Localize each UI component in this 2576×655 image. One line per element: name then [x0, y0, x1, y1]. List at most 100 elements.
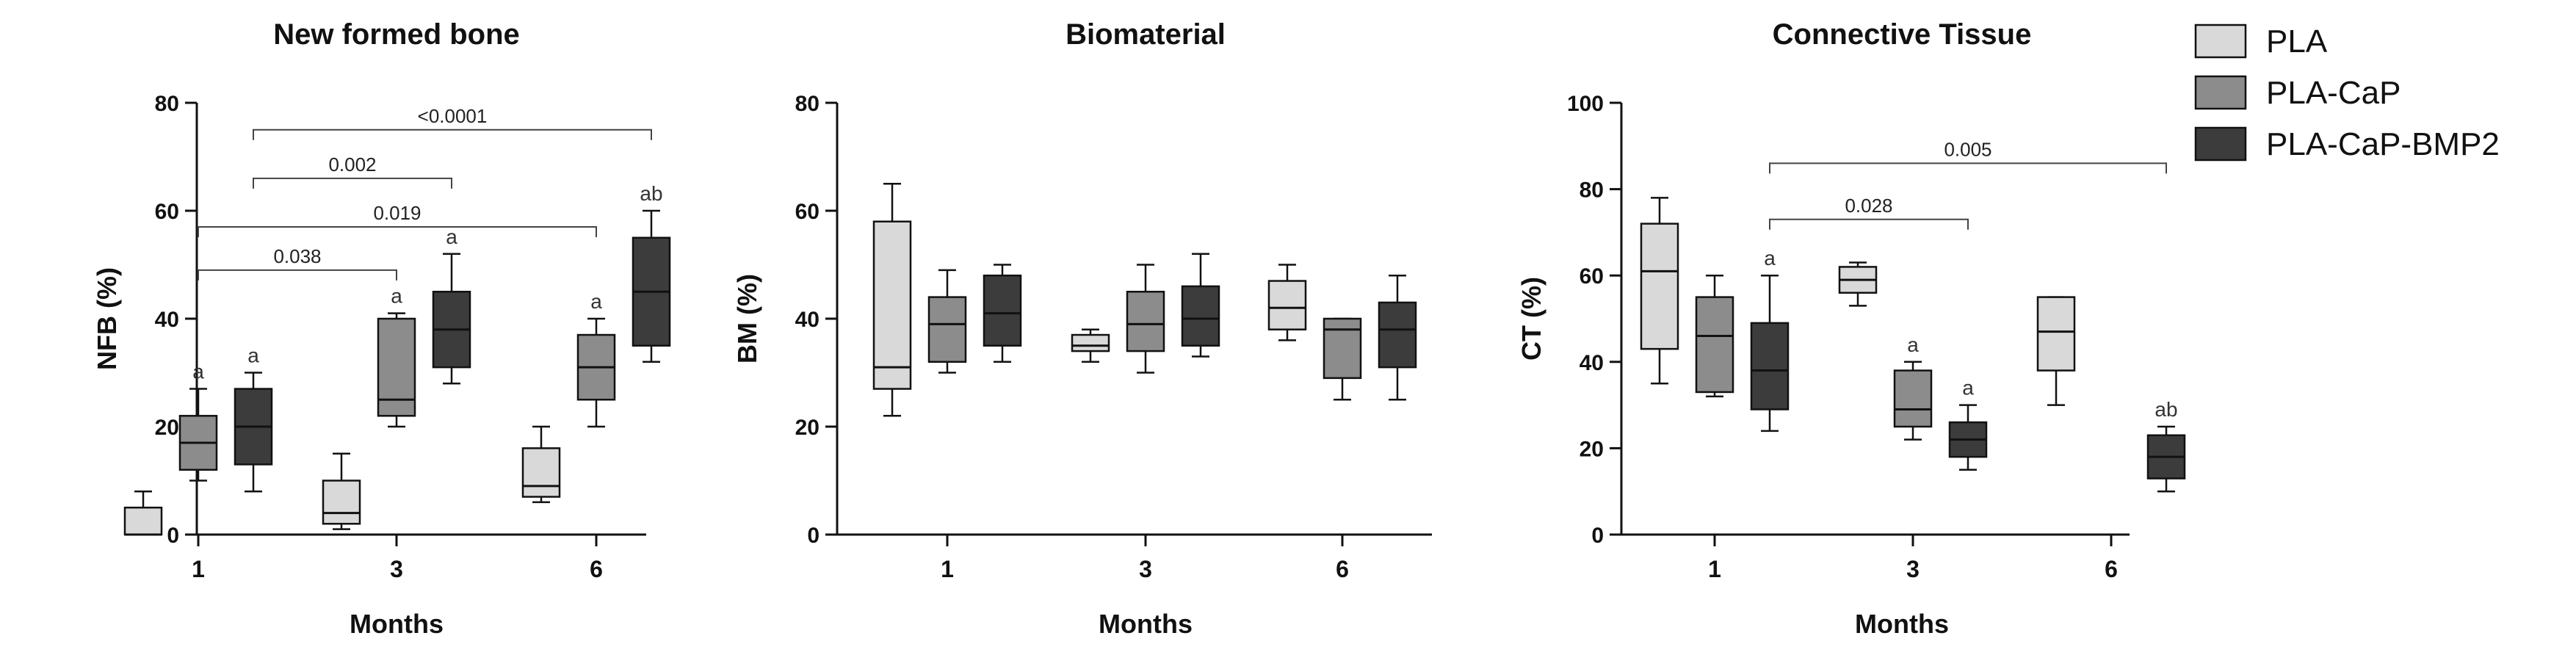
x-tick-label: 3 [390, 556, 403, 582]
box-pla-cap-bmp2-1 [1750, 274, 1790, 433]
box-pla-cap-bmp2-1 [234, 372, 273, 493]
box-pla-cap-bmp2-3 [432, 253, 471, 385]
y-tick-label: 40 [1580, 351, 1604, 375]
comparison-bracket: 0.005 [1769, 138, 2167, 174]
box-body [1323, 317, 1362, 380]
p-value-label: 0.002 [328, 153, 376, 175]
x-axis-label: Months [350, 609, 444, 639]
significance-letter: a [1764, 247, 1776, 269]
y-tick-label: 80 [1580, 178, 1604, 203]
legend-swatch [2194, 23, 2247, 59]
y-tick-label: 60 [795, 200, 820, 224]
x-tick-label: 3 [1139, 556, 1152, 582]
significance-letter: a [247, 344, 259, 367]
bracket-line [253, 177, 452, 189]
box-body [872, 220, 912, 390]
y-tick-label: 60 [155, 200, 179, 224]
box-pla-cap-bmp2-3 [1181, 253, 1220, 358]
x-tick-label: 6 [2105, 556, 2118, 582]
box-body [1181, 285, 1220, 347]
box-pla-1 [872, 183, 912, 417]
x-axis-label: Months [1099, 609, 1193, 639]
box-body [1071, 333, 1110, 352]
box-body [983, 274, 1022, 347]
bracket-line [1769, 162, 2167, 174]
y-tick-label: 40 [795, 308, 820, 332]
box-pla-6 [521, 425, 561, 504]
bracket-line [1769, 218, 1969, 230]
comparison-bracket: <0.0001 [253, 105, 652, 140]
comparison-bracket: 0.002 [253, 153, 452, 189]
box-pla-cap-3 [377, 312, 416, 428]
x-axis-label: Months [1855, 609, 1949, 639]
box-pla-cap-1 [178, 388, 218, 482]
y-axis-label: CT (%) [1516, 277, 1546, 361]
legend-label: PLA-CaP [2266, 75, 2400, 111]
significance-letter: ab [2154, 398, 2177, 421]
p-value-label: 0.005 [1944, 138, 1991, 160]
y-tick-label: 20 [795, 416, 820, 440]
box-body [1893, 369, 1933, 428]
legend: PLA PLA-CaP PLA-CaP-BMP2 [2194, 23, 2500, 162]
chart-title: Connective Tissue [1773, 18, 2032, 51]
box-pla-cap-bmp2-6 [632, 209, 671, 363]
bracket-line [198, 269, 397, 281]
box-body [1750, 322, 1790, 410]
significance-letter: a [391, 285, 402, 308]
legend-label: PLA-CaP-BMP2 [2266, 126, 2500, 162]
box-pla-3 [322, 452, 361, 530]
y-axis-label: NFB (%) [92, 267, 122, 370]
box-pla-cap-1 [1695, 274, 1734, 398]
box-body [927, 296, 967, 363]
box-body [377, 317, 416, 417]
p-value-label: 0.038 [273, 245, 321, 267]
x-tick-label: 3 [1906, 556, 1920, 582]
y-tick-label: 60 [1580, 264, 1604, 289]
box-body [1126, 291, 1165, 352]
box-pla-cap-3 [1126, 264, 1165, 374]
p-value-label: <0.0001 [418, 105, 488, 127]
panel-3: Connective Tissue 0 20 40 60 80 100 CT (%) 1 3 6 Mo… [1516, 18, 2186, 639]
significance-letter: a [446, 225, 457, 248]
x-tick-label: 1 [941, 556, 954, 582]
x-tick-label: 1 [192, 556, 205, 582]
box-body [521, 447, 561, 498]
box-body [1378, 301, 1417, 369]
box-pla-cap-6 [576, 317, 616, 428]
significance-letter: a [1907, 333, 1919, 356]
panel-1: New formed bone 0 20 40 60 80 NFB (%) 1 3 6 Months… [92, 18, 671, 639]
y-tick-label: 20 [155, 416, 179, 440]
chart-title: New formed bone [273, 18, 520, 51]
p-value-label: 0.028 [1845, 195, 1892, 217]
box-body [1267, 280, 1307, 330]
box-body [2036, 296, 2076, 372]
legend-label: PLA [2266, 23, 2328, 59]
y-axis-label: BM (%) [732, 274, 762, 363]
legend-item: PLA-CaP-BMP2 [2194, 126, 2500, 162]
box-pla-3 [1071, 328, 1110, 363]
box-pla-6 [1267, 264, 1307, 341]
x-tick-label: 1 [1708, 556, 1721, 582]
box-pla-cap-bmp2-1 [983, 264, 1022, 363]
bracket-line [198, 226, 597, 238]
p-value-label: 0.019 [373, 202, 421, 224]
panel-2: Biomaterial 0 20 40 60 80 BM (%) 1 3 6 Months [732, 18, 1432, 639]
box-pla-cap-bmp2-3 [1948, 404, 1988, 471]
box-pla-cap-3 [1893, 361, 1933, 441]
chart-title: Biomaterial [1066, 18, 1226, 51]
box-body [123, 507, 163, 536]
box-pla-cap-bmp2-6 [2146, 425, 2186, 493]
legend-swatch [2194, 75, 2247, 110]
y-tick-label: 0 [1591, 524, 1604, 548]
significance-letter: a [192, 361, 204, 383]
comparison-bracket: 0.028 [1769, 195, 1969, 230]
comparison-bracket: 0.019 [198, 202, 597, 238]
y-tick-label: 100 [1567, 92, 1604, 116]
box-pla-cap-6 [1323, 317, 1362, 401]
y-tick-label: 0 [167, 524, 179, 548]
legend-item: PLA [2194, 23, 2328, 59]
box-body [322, 480, 361, 525]
y-tick-label: 80 [795, 92, 820, 116]
y-tick-label: 20 [1580, 437, 1604, 461]
